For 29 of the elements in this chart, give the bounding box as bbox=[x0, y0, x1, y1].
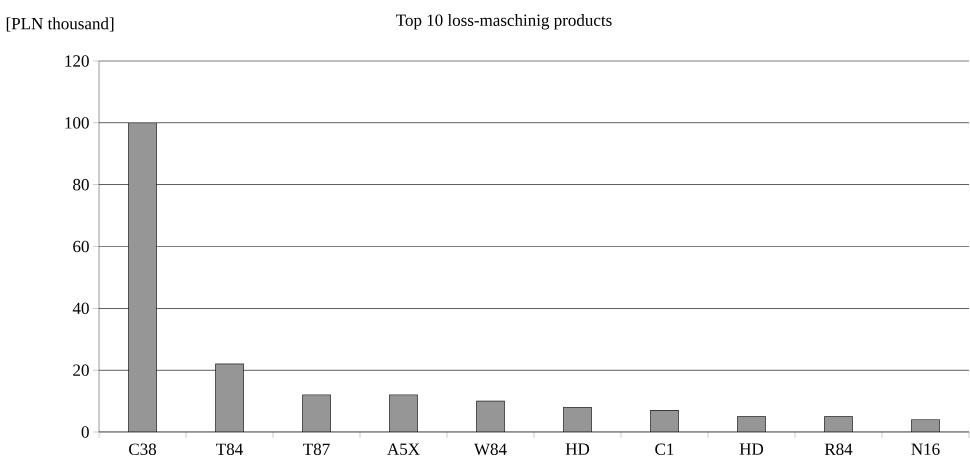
y-tick-label: 80 bbox=[73, 178, 89, 190]
x-tick-label: R84 bbox=[824, 444, 852, 455]
y-tick-label: 60 bbox=[73, 240, 89, 252]
x-tick-label: C38 bbox=[129, 444, 156, 455]
bar bbox=[302, 394, 331, 432]
bar bbox=[476, 400, 505, 432]
x-tick-label: HD bbox=[566, 444, 590, 455]
y-tick-label: 120 bbox=[65, 55, 89, 67]
x-tick-label: C1 bbox=[655, 444, 674, 455]
x-tick-label: T84 bbox=[216, 444, 243, 455]
bar bbox=[650, 410, 679, 432]
chart-title: Top 10 loss-maschinig products bbox=[396, 14, 612, 30]
bar bbox=[389, 394, 418, 432]
bar bbox=[737, 416, 766, 432]
y-tick-label: 100 bbox=[65, 117, 89, 129]
x-tick-label: T87 bbox=[303, 444, 330, 455]
x-tick-label: HD bbox=[740, 444, 764, 455]
x-tick-label: N16 bbox=[911, 444, 940, 455]
y-axis-title: [PLN thousand] bbox=[6, 17, 114, 32]
y-tick-label: 20 bbox=[73, 364, 89, 376]
y-tick-label: 40 bbox=[72, 302, 89, 314]
y-tick-label: 0 bbox=[82, 426, 89, 438]
bar bbox=[128, 122, 157, 432]
bar bbox=[215, 364, 244, 432]
bar bbox=[911, 419, 940, 432]
x-tick-label: A5X bbox=[387, 444, 420, 455]
bar bbox=[824, 416, 853, 432]
bar bbox=[563, 406, 592, 432]
x-tick-label: W84 bbox=[474, 444, 507, 456]
